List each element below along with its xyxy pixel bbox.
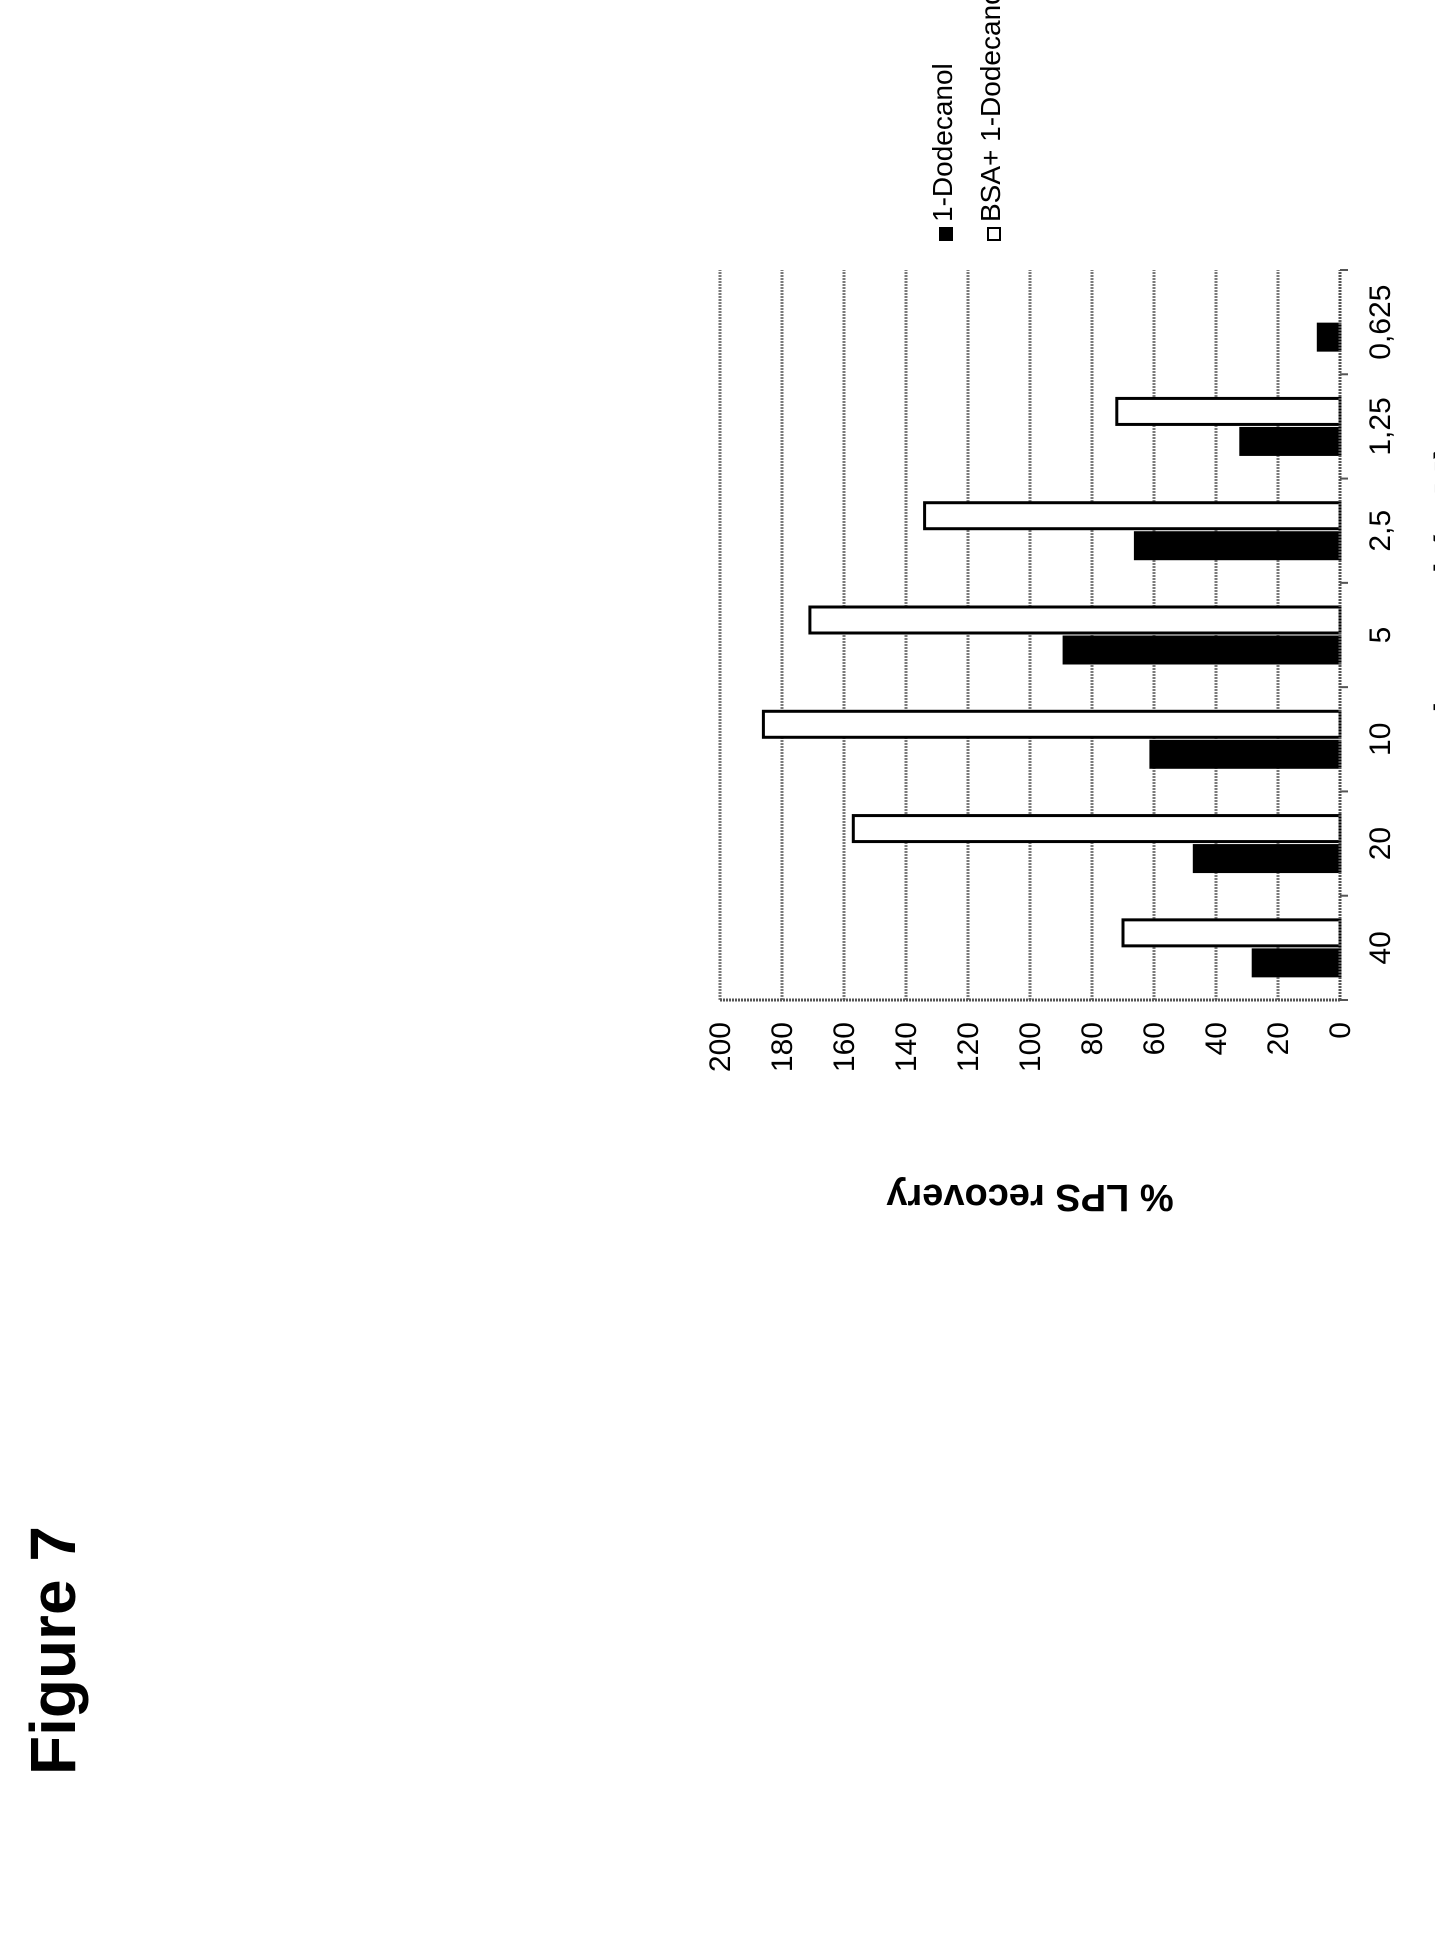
y-tick-label: 80 xyxy=(1076,1022,1109,1055)
y-tick-label: 40 xyxy=(1200,1022,1233,1055)
x-axis-title: 1-Dodecanol (mM) xyxy=(1426,444,1435,825)
y-tick-label: 20 xyxy=(1262,1022,1295,1055)
figure-label: Figure 7 xyxy=(17,1526,89,1775)
bars xyxy=(761,322,1342,978)
bar-bsa-dodecanol xyxy=(761,709,1342,739)
y-tick-label: 100 xyxy=(1014,1022,1047,1072)
bar-chart: 40 20 10 5 2,5 1,25 0,625 0 20 40 60 80 100 120 140 16… xyxy=(704,0,1435,1218)
legend-label: BSA+ 1-Dodecanol xyxy=(975,0,1006,222)
y-tick-label: 120 xyxy=(952,1022,985,1072)
y-tick-label: 140 xyxy=(890,1022,923,1072)
legend-swatch xyxy=(987,227,1001,241)
legend-label: 1-Dodecanol xyxy=(927,63,958,222)
bar-bsa-dodecanol xyxy=(923,501,1342,531)
y-axis-title: % LPS recovery xyxy=(886,1176,1173,1218)
bar-bsa-dodecanol xyxy=(851,814,1342,844)
bar-dodecanol xyxy=(1192,844,1342,874)
y-tick-label: 0 xyxy=(1324,1022,1357,1039)
bar-bsa-dodecanol xyxy=(1121,918,1342,948)
axes xyxy=(720,269,1348,1002)
bar-bsa-dodecanol xyxy=(808,605,1342,635)
gridlines xyxy=(718,270,1280,1000)
bar-dodecanol xyxy=(1133,531,1342,561)
y-tick-labels: 0 20 40 60 80 100 120 140 160 180 200 xyxy=(704,1022,1357,1072)
y-tick-label: 180 xyxy=(766,1022,799,1072)
bar-dodecanol xyxy=(1316,322,1342,352)
legend: 1-Dodecanol BSA+ 1-Dodecanol xyxy=(927,0,1006,241)
x-tick-label: 1,25 xyxy=(1364,397,1397,455)
legend-swatch xyxy=(939,227,953,241)
bar-dodecanol xyxy=(1239,426,1342,456)
x-tick-label: 40 xyxy=(1364,931,1397,964)
x-tick-label: 20 xyxy=(1364,827,1397,860)
bar-dodecanol xyxy=(1251,948,1342,978)
y-tick-label: 200 xyxy=(704,1022,737,1072)
x-tick-label: 2,5 xyxy=(1364,510,1397,552)
x-tick-label: 0,625 xyxy=(1364,285,1397,360)
bar-dodecanol xyxy=(1149,739,1342,769)
y-tick-label: 160 xyxy=(828,1022,861,1072)
bar-bsa-dodecanol xyxy=(1115,396,1342,426)
x-tick-labels: 40 20 10 5 2,5 1,25 0,625 xyxy=(1364,285,1397,965)
y-tick-label: 60 xyxy=(1138,1022,1171,1055)
x-tick-label: 10 xyxy=(1364,723,1397,756)
bar-dodecanol xyxy=(1062,635,1342,665)
x-tick-label: 5 xyxy=(1364,627,1397,644)
